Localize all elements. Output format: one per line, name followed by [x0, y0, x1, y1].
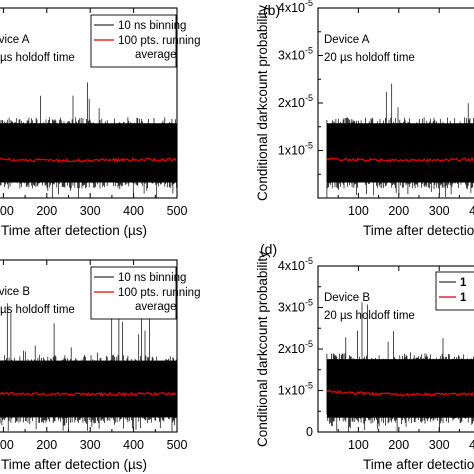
legend-entry: 1: [460, 277, 467, 289]
y-tick-mantissa: 1x10: [278, 384, 305, 398]
device-label: Device B: [0, 286, 30, 298]
panel-label: (b): [263, 2, 280, 18]
y-tick-mantissa: 4x10: [278, 1, 305, 15]
legend: 10 ns binning 100 pts. running average: [90, 14, 200, 68]
legend: 11: [435, 271, 474, 311]
holdoff-label: 20 µs holdoff time: [324, 52, 415, 64]
y-tick-label: 3x10-5: [278, 298, 313, 315]
x-axis-label: Time after detection (µs): [363, 457, 474, 472]
y-tick-mantissa: 1x10: [278, 144, 305, 158]
x-tick-label: 300: [429, 438, 450, 452]
legend-entry: 10 ns binning: [118, 20, 186, 32]
series-running-average: [326, 389, 474, 397]
legend-entry-line: average: [135, 49, 177, 61]
y-tick-exponent: -5: [305, 339, 313, 349]
legend-box: [90, 266, 177, 320]
x-tick-label: 400: [469, 204, 474, 218]
y-tick-exponent: -5: [305, 0, 313, 8]
x-axis-label: Time after detection (µs): [1, 457, 147, 472]
y-tick-mantissa: 2x10: [278, 342, 305, 356]
y-tick-label: 2x10-5: [278, 93, 313, 110]
x-tick-label: 200: [388, 438, 409, 452]
series-10ns-binning: [326, 83, 474, 198]
y-tick-label: 4x10-5: [278, 0, 313, 15]
x-tick-label: 500: [167, 438, 188, 452]
x-tick-label: 100: [348, 438, 369, 452]
y-tick-mantissa: 3x10: [278, 301, 305, 315]
y-tick-exponent: -5: [305, 93, 313, 103]
y-tick-label: 2x10-5: [278, 339, 313, 356]
y-tick-exponent: -5: [305, 256, 313, 266]
y-tick-label: 4x10-5: [278, 256, 313, 273]
chart-panel-1: 1002003004001x10-52x10-53x10-54x10-5Time…: [255, 0, 474, 238]
y-tick-exponent: -5: [305, 141, 313, 151]
x-tick-label: 400: [123, 204, 144, 218]
legend-entry-line: 100 pts. running: [118, 35, 200, 47]
y-axis-label: Conditional darkcount probability: [255, 5, 270, 201]
legend-entry: 1: [460, 292, 467, 304]
x-tick-label: 100: [0, 438, 14, 452]
series-running-average: [0, 157, 177, 163]
chart-panel-2: 100 200 300 400 500 Time after detection (µs)…: [0, 259, 200, 472]
x-tick-label: 100: [348, 204, 369, 218]
holdoff-label: 20 µs holdoff time: [324, 310, 415, 322]
chart-panel-3: 10020030040001x10-52x10-53x10-54x10-5Tim…: [255, 251, 474, 472]
y-tick-exponent: -5: [305, 381, 313, 391]
legend-entry: 100 pts. running average: [118, 287, 200, 313]
panel-label: (d): [260, 241, 277, 257]
legend-entry: 100 pts. running average: [118, 35, 200, 61]
x-tick-label: 100: [0, 204, 14, 218]
y-tick-mantissa: 2x10: [278, 96, 305, 110]
holdoff-label: 20 µs holdoff time: [0, 52, 75, 64]
x-tick-label: 300: [429, 204, 450, 218]
legend-entry-line: 100 pts. running: [118, 287, 200, 299]
device-label: Device A: [324, 34, 370, 46]
series-10ns-binning: [0, 303, 177, 432]
legend-box: [435, 271, 474, 311]
x-axis-label: Time after detection (µs): [363, 223, 474, 238]
x-tick-label: 200: [36, 204, 57, 218]
y-tick-exponent: -5: [305, 46, 313, 56]
x-tick-label: 200: [36, 438, 57, 452]
series-running-average: [326, 156, 474, 163]
x-tick-label: 200: [388, 204, 409, 218]
y-axis-label: Conditional darkcount probability: [255, 251, 270, 447]
y-tick-mantissa: 0: [306, 425, 313, 439]
series-running-average: [0, 391, 177, 397]
series-10ns-binning: [0, 82, 177, 198]
device-label: Device B: [324, 292, 370, 304]
y-tick-label: 0: [306, 425, 313, 439]
x-tick-label: 500: [167, 204, 188, 218]
x-tick-label: 300: [80, 438, 101, 452]
chart-panel-0: 100 200 300 400 500 Time after detection (µs)…: [0, 7, 200, 238]
y-tick-mantissa: 3x10: [278, 49, 305, 63]
legend-entry: 10 ns binning: [118, 272, 186, 284]
x-tick-label: 400: [123, 438, 144, 452]
y-tick-label: 3x10-5: [278, 46, 313, 63]
legend: 10 ns binning 100 pts. running average: [90, 266, 200, 320]
x-axis-label: Time after detection (µs): [1, 223, 147, 238]
x-tick-label: 400: [469, 438, 474, 452]
legend-box: [90, 14, 177, 68]
y-tick-mantissa: 4x10: [278, 259, 305, 273]
y-tick-exponent: -5: [305, 298, 313, 308]
holdoff-label: 20 µs holdoff time: [0, 304, 75, 316]
y-tick-label: 1x10-5: [278, 381, 313, 398]
y-tick-label: 1x10-5: [278, 141, 313, 158]
device-label: Device A: [0, 34, 30, 46]
legend-entry-line: average: [135, 301, 177, 313]
x-tick-label: 300: [80, 204, 101, 218]
